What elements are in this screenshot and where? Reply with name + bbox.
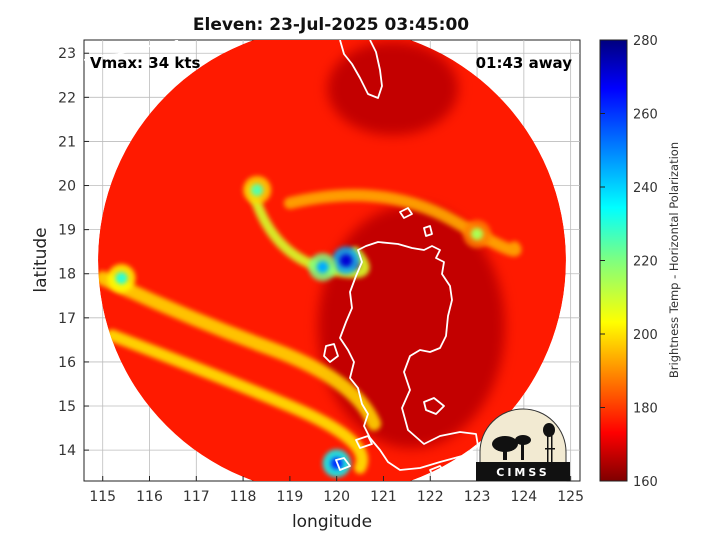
taiwan-coastline bbox=[339, 40, 383, 99]
rain-bands bbox=[98, 41, 522, 474]
cimss-logo: CIMSS bbox=[476, 408, 570, 482]
luzon-coastline bbox=[339, 241, 479, 471]
time-away-annotation: 01:43 away bbox=[476, 54, 573, 72]
colorbar-ticks: 160 180 200 220 240 260 280 bbox=[600, 34, 658, 490]
china-coastline bbox=[84, 40, 179, 61]
y-tick-label: 21 bbox=[58, 134, 76, 150]
chart-title: Eleven: 23-Jul-2025 03:45:00 bbox=[193, 15, 469, 35]
y-tick-label: 18 bbox=[58, 267, 76, 283]
y-tick-label: 14 bbox=[58, 443, 76, 459]
y-axis: 14 15 16 17 18 19 20 21 22 23 bbox=[58, 46, 89, 459]
cell-core bbox=[471, 228, 484, 241]
x-tick-label: 115 bbox=[89, 489, 116, 505]
x-axis-label: longitude bbox=[292, 512, 372, 532]
cell-core bbox=[115, 272, 128, 285]
x-tick-label: 120 bbox=[323, 489, 350, 505]
small-islands-coastline bbox=[335, 435, 447, 479]
colorbar-tick-label: 280 bbox=[633, 34, 658, 49]
x-tick-label: 125 bbox=[557, 489, 584, 505]
colorbar-tick-label: 200 bbox=[633, 328, 658, 343]
colorbar-tick-label: 260 bbox=[633, 108, 658, 123]
colorbar-tick-label: 220 bbox=[633, 255, 658, 270]
cell-core bbox=[316, 261, 329, 274]
colorbar-tick-label: 160 bbox=[633, 475, 658, 490]
x-axis: 115 116 117 118 119 120 121 122 123 124 125 bbox=[89, 476, 584, 505]
island-2-coastline bbox=[423, 225, 433, 237]
logo-dish-icon bbox=[492, 435, 531, 460]
colorbar-label: Brightness Temp - Horizontal Polarizatio… bbox=[667, 142, 681, 378]
y-tick-label: 16 bbox=[58, 355, 76, 371]
y-tick-label: 20 bbox=[58, 179, 76, 195]
microwave-swath bbox=[98, 40, 566, 481]
x-tick-label: 117 bbox=[183, 489, 210, 505]
island-1-coastline bbox=[399, 207, 413, 219]
cell-core bbox=[251, 183, 264, 196]
x-tick-label: 119 bbox=[277, 489, 304, 505]
x-tick-label: 122 bbox=[417, 489, 444, 505]
cell-core bbox=[340, 254, 353, 267]
logo-banner bbox=[476, 462, 570, 481]
y-tick-label: 17 bbox=[58, 311, 76, 327]
coastlines bbox=[84, 40, 479, 479]
rain-band bbox=[283, 189, 522, 257]
y-tick-label: 23 bbox=[58, 46, 76, 62]
y-tick-label: 22 bbox=[58, 90, 76, 106]
x-tick-label: 116 bbox=[136, 489, 163, 505]
logo-tower-icon bbox=[543, 423, 555, 462]
taiwan-cold-region bbox=[327, 41, 459, 136]
island-3-coastline bbox=[423, 397, 445, 415]
y-axis-label: latitude bbox=[31, 227, 51, 292]
x-tick-label: 121 bbox=[370, 489, 397, 505]
x-tick-label: 118 bbox=[230, 489, 257, 505]
x-tick-label: 123 bbox=[464, 489, 491, 505]
y-tick-label: 19 bbox=[58, 223, 76, 239]
rain-band bbox=[98, 271, 382, 431]
vmax-annotation: Vmax: 34 kts bbox=[90, 54, 200, 72]
colorbar-tick-label: 240 bbox=[633, 181, 658, 196]
colorbar-tick-label: 180 bbox=[633, 402, 658, 417]
mindoro-coastline bbox=[323, 343, 339, 363]
y-tick-label: 15 bbox=[58, 399, 76, 415]
convective-cells bbox=[107, 175, 492, 478]
x-tick-label: 124 bbox=[510, 489, 537, 505]
logo-text: CIMSS bbox=[496, 466, 549, 479]
rain-band bbox=[106, 329, 368, 474]
